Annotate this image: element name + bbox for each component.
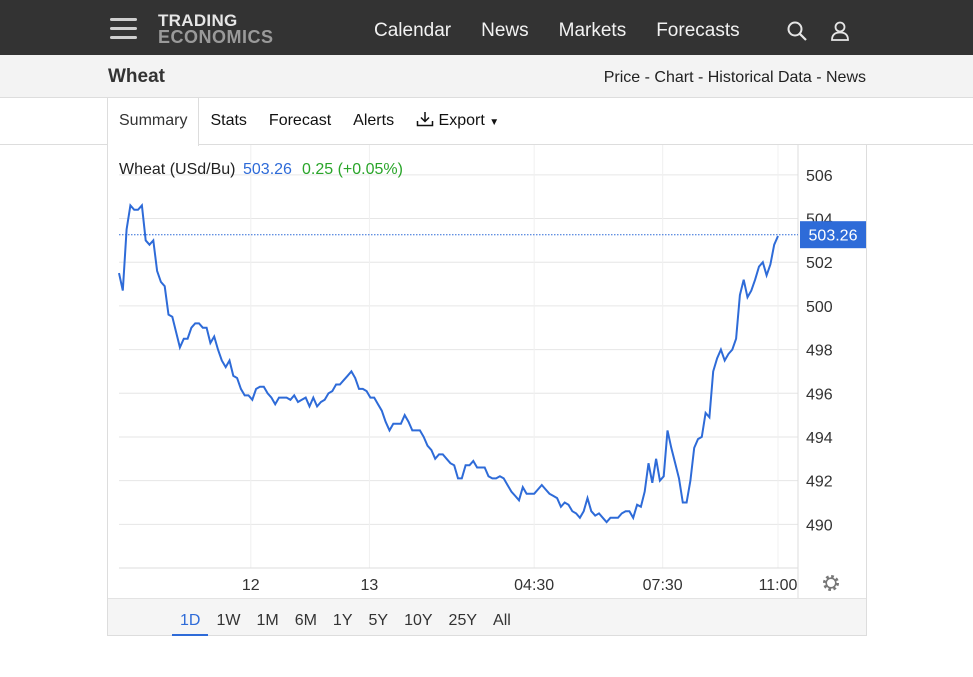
nav-news[interactable]: News	[481, 20, 529, 41]
tab-stats[interactable]: Stats	[210, 112, 247, 129]
y-tick-label: 500	[806, 299, 833, 316]
range-button-all[interactable]: All	[493, 612, 511, 629]
top-navbar: TRADING ECONOMICS Calendar News Markets …	[0, 0, 973, 55]
x-axis: 12 13 04:30 07:30 11:00	[119, 567, 798, 594]
logo[interactable]: TRADING ECONOMICS	[158, 11, 274, 47]
last-price-tag-label: 503.26	[809, 228, 858, 245]
range-button-1w[interactable]: 1W	[216, 612, 241, 629]
page-section-links[interactable]: Price - Chart - Historical Data - News	[603, 69, 866, 86]
chart-change: 0.25 (+0.05%)	[302, 161, 403, 178]
tabs-bar: Summary Stats Forecast Alerts Export ▼	[0, 98, 973, 146]
range-button-6m[interactable]: 6M	[294, 612, 317, 629]
gear-icon[interactable]	[823, 575, 839, 591]
chart-title: Wheat (USd/Bu)	[119, 161, 235, 178]
tab-export[interactable]: Export ▼	[405, 98, 510, 145]
logo-text-top: TRADING	[158, 11, 238, 30]
menu-icon[interactable]	[110, 18, 137, 40]
range-button-1m[interactable]: 1M	[256, 612, 279, 629]
chart-grid	[119, 145, 798, 568]
nav-calendar[interactable]: Calendar	[374, 20, 452, 41]
y-tick-label: 502	[806, 255, 833, 272]
range-button-5y[interactable]: 5Y	[368, 612, 389, 629]
main-nav: Calendar News Markets Forecasts	[374, 20, 740, 42]
page-subheader: Wheat Price - Chart - Historical Data - …	[0, 55, 973, 98]
price-line	[118, 203, 779, 524]
page-title: Wheat	[108, 66, 165, 87]
x-tick-label: 07:30	[643, 577, 683, 594]
range-button-25y[interactable]: 25Y	[448, 612, 478, 629]
export-label: Export	[438, 112, 485, 129]
chart-last-value: 503.26	[243, 161, 292, 178]
search-icon[interactable]	[787, 21, 807, 41]
nav-markets[interactable]: Markets	[558, 20, 627, 41]
range-selector: 1D 1W 1M 6M 1Y 5Y 10Y 25Y All	[108, 598, 866, 636]
y-tick-label: 498	[806, 343, 833, 360]
y-tick-label: 506	[806, 168, 833, 185]
tab-alerts[interactable]: Alerts	[353, 112, 395, 129]
tab-summary[interactable]: Summary	[107, 98, 200, 146]
y-tick-label: 490	[806, 517, 833, 534]
tab-forecast[interactable]: Forecast	[268, 112, 332, 129]
x-tick-label: 13	[361, 577, 379, 594]
user-icon[interactable]	[830, 21, 850, 41]
x-tick-label: 11:00	[759, 577, 798, 594]
x-tick-label: 04:30	[514, 577, 554, 594]
range-button-10y[interactable]: 10Y	[404, 612, 433, 629]
y-tick-label: 492	[806, 474, 833, 491]
nav-forecasts[interactable]: Forecasts	[656, 20, 740, 41]
caret-down-icon: ▼	[489, 117, 500, 128]
chart-panel	[107, 145, 867, 636]
logo-text-bottom: ECONOMICS	[158, 27, 274, 47]
y-tick-label: 494	[806, 430, 833, 447]
last-price-tag	[800, 221, 866, 249]
x-tick-label: 12	[242, 577, 260, 594]
range-button-1d[interactable]: 1D	[172, 599, 209, 636]
range-button-1y[interactable]: 1Y	[332, 612, 353, 629]
download-icon	[416, 112, 434, 127]
y-tick-label: 496	[806, 386, 833, 403]
